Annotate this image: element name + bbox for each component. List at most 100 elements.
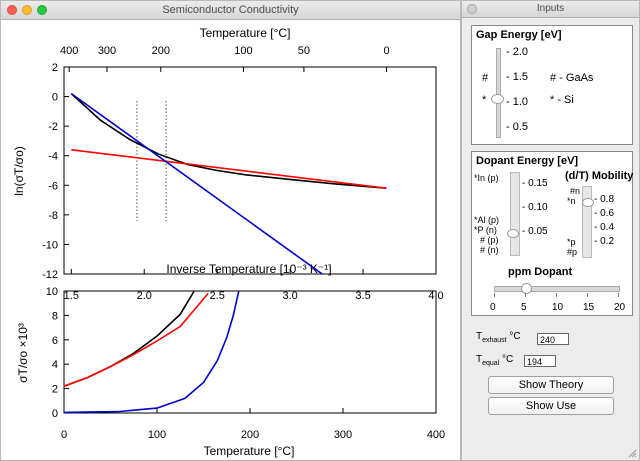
top-temp-tick-label: 400 xyxy=(60,45,78,57)
main-window: Semiconductor Conductivity 400 300 200 100 5… xyxy=(0,0,461,461)
mobility-mark-hash-p: #p xyxy=(567,247,578,257)
gap-legend-gaas: # - GaAs xyxy=(550,72,594,84)
close-window-icon[interactable] xyxy=(7,5,17,15)
bottom-plot-series-line xyxy=(64,291,195,387)
gap-tick-3: - 1.0 xyxy=(506,96,529,108)
show-theory-button[interactable]: Show Theory xyxy=(488,376,614,394)
bottom-x-tick-label: 400 xyxy=(427,429,445,441)
bottom-x-tick-label: 300 xyxy=(334,429,352,441)
top-y-tick-label: -12 xyxy=(42,269,58,281)
top-temp-tick-label: 200 xyxy=(152,45,170,57)
main-titlebar: Semiconductor Conductivity xyxy=(1,1,460,20)
t-exhaust-field[interactable]: 240 xyxy=(537,333,569,345)
top-x-tick-label: 3.5 xyxy=(355,290,370,302)
dopant-mark-hash-p: # (p) xyxy=(480,235,499,245)
bottom-x-tick-label: 0 xyxy=(61,429,67,441)
gap-mark-gaas: # xyxy=(482,72,489,84)
bottom-plot-xlabel: Temperature [°C] xyxy=(204,444,295,458)
bottom-y-tick-label: 8 xyxy=(52,310,58,322)
ppm-tick-label: 20 xyxy=(614,302,626,313)
resize-grip-icon[interactable] xyxy=(627,448,637,458)
dopant-tick-2: - 0.10 xyxy=(522,202,548,213)
bottom-y-tick-label: 6 xyxy=(52,335,58,347)
top-plot-series-line xyxy=(70,93,387,189)
dopant-mark-p: *P (n) xyxy=(474,225,497,235)
dopant-energy-title: Dopant Energy [eV] xyxy=(476,155,579,167)
top-y-tick-label: -4 xyxy=(48,151,58,163)
ppm-dopant-slider-thumb[interactable] xyxy=(521,283,532,294)
dopant-tick-3: - 0.05 xyxy=(522,226,548,237)
bottom-plot-frame xyxy=(63,290,437,414)
mobility-mark-star-p: *p xyxy=(567,237,576,247)
top-temp-tick-label: 300 xyxy=(98,45,116,57)
ppm-tick-label: 0 xyxy=(490,302,496,313)
bottom-x-tick-label: 200 xyxy=(241,429,259,441)
gap-tick-4: - 0.5 xyxy=(506,121,529,133)
dopant-energy-slider-track[interactable] xyxy=(510,172,520,256)
top-plot-series-line xyxy=(70,92,323,274)
bottom-plot-series xyxy=(64,291,240,413)
top-temp-tick-label: 100 xyxy=(234,45,252,57)
minimize-window-icon[interactable] xyxy=(22,5,32,15)
mobility-tick-1: - 0.8 xyxy=(594,194,615,205)
top-y-tick-label: 2 xyxy=(52,62,58,74)
top-y-tick-label: 0 xyxy=(52,92,58,104)
window-title: Semiconductor Conductivity xyxy=(162,4,299,16)
gap-tick-1: - 2.0 xyxy=(506,46,529,58)
top-x-tick-label: 3.0 xyxy=(282,290,297,302)
gap-energy-slider-thumb[interactable] xyxy=(491,94,504,104)
gap-energy-slider-track[interactable] xyxy=(496,48,501,138)
top-x-tick-label: 1.5 xyxy=(64,290,79,302)
bottom-y-tick-label: 4 xyxy=(52,359,58,371)
close-window-icon[interactable] xyxy=(467,4,477,14)
dopant-mark-hash-n: # (n) xyxy=(480,245,499,255)
ppm-dopant-slider-track[interactable] xyxy=(494,286,620,292)
top-x-tick-label: 2.0 xyxy=(137,290,152,302)
gap-legend-si: * - Si xyxy=(550,94,574,106)
inputs-window-title: Inputs xyxy=(536,3,565,14)
bottom-plot-y-ticks: 10 8 6 4 2 0 xyxy=(46,286,69,420)
top-y-tick-label: -2 xyxy=(48,121,58,133)
top-axis-ticks: 400 300 200 100 50 0 xyxy=(60,45,390,72)
mobility-tick-2: - 0.6 xyxy=(594,208,615,219)
mobility-tick-4: - 0.2 xyxy=(594,236,615,247)
ppm-tick-mark xyxy=(525,293,526,297)
mobility-slider-thumb[interactable] xyxy=(582,198,594,207)
dopant-energy-panel: Dopant Energy [eV] *In (p) *Al (p) *P (n… xyxy=(471,151,633,316)
top-y-tick-label: -10 xyxy=(42,239,58,251)
top-plot-series-line xyxy=(71,149,387,189)
plots-canvas: 400 300 200 100 50 0 Temperature [°C] 20-2-4-… xyxy=(12,26,445,458)
top-y-tick-label: -8 xyxy=(48,210,58,222)
top-plot-frame xyxy=(63,66,437,275)
t-equal-field[interactable]: 194 xyxy=(524,355,556,367)
top-x-tick-label: 2.5 xyxy=(210,290,225,302)
dopant-energy-slider-thumb[interactable] xyxy=(507,229,519,238)
ppm-tick-label: 15 xyxy=(583,302,595,313)
mobility-tick-3: - 0.4 xyxy=(594,222,615,233)
top-temp-tick-label: 50 xyxy=(298,45,310,57)
show-use-button[interactable]: Show Use xyxy=(488,397,614,415)
mobility-mark-hash-n: #n xyxy=(570,186,581,196)
top-plot-x-ticks: 1.5 2.0 2.5 3.0 3.5 4.0 xyxy=(64,269,444,302)
top-plot-y-ticks: 2 0 -2 -4 -6 -8 -10 -12 xyxy=(42,62,69,281)
bottom-plot-ylabel: σT/σo ×10³ xyxy=(16,323,30,383)
ppm-tick-mark xyxy=(556,293,557,297)
ppm-tick-mark xyxy=(494,293,495,297)
zoom-window-icon[interactable] xyxy=(37,5,47,15)
mobility-mark-star-n: *n xyxy=(567,196,576,206)
bottom-plot-series-line xyxy=(64,292,209,387)
bottom-y-tick-label: 0 xyxy=(52,408,58,420)
top-plot-ylabel: ln(σT/σo) xyxy=(12,146,26,195)
gap-energy-panel: Gap Energy [eV] - 2.0 - 1.5 - 1.0 - 0.5 … xyxy=(471,25,633,145)
gap-energy-title: Gap Energy [eV] xyxy=(476,29,562,41)
bottom-x-tick-label: 100 xyxy=(148,429,166,441)
inputs-titlebar: Inputs xyxy=(462,1,639,18)
bottom-plot-series-line xyxy=(64,291,240,413)
t-exhaust-label: Texhaust °C xyxy=(476,331,521,344)
top-temp-tick-label: 0 xyxy=(383,45,389,57)
mobility-slider-track[interactable] xyxy=(582,186,592,258)
bottom-y-tick-label: 10 xyxy=(46,286,58,298)
mobility-title: (d/T) Mobility xyxy=(565,170,634,182)
top-axis-label: Temperature [°C] xyxy=(200,26,291,40)
top-y-tick-label: -6 xyxy=(48,180,58,192)
